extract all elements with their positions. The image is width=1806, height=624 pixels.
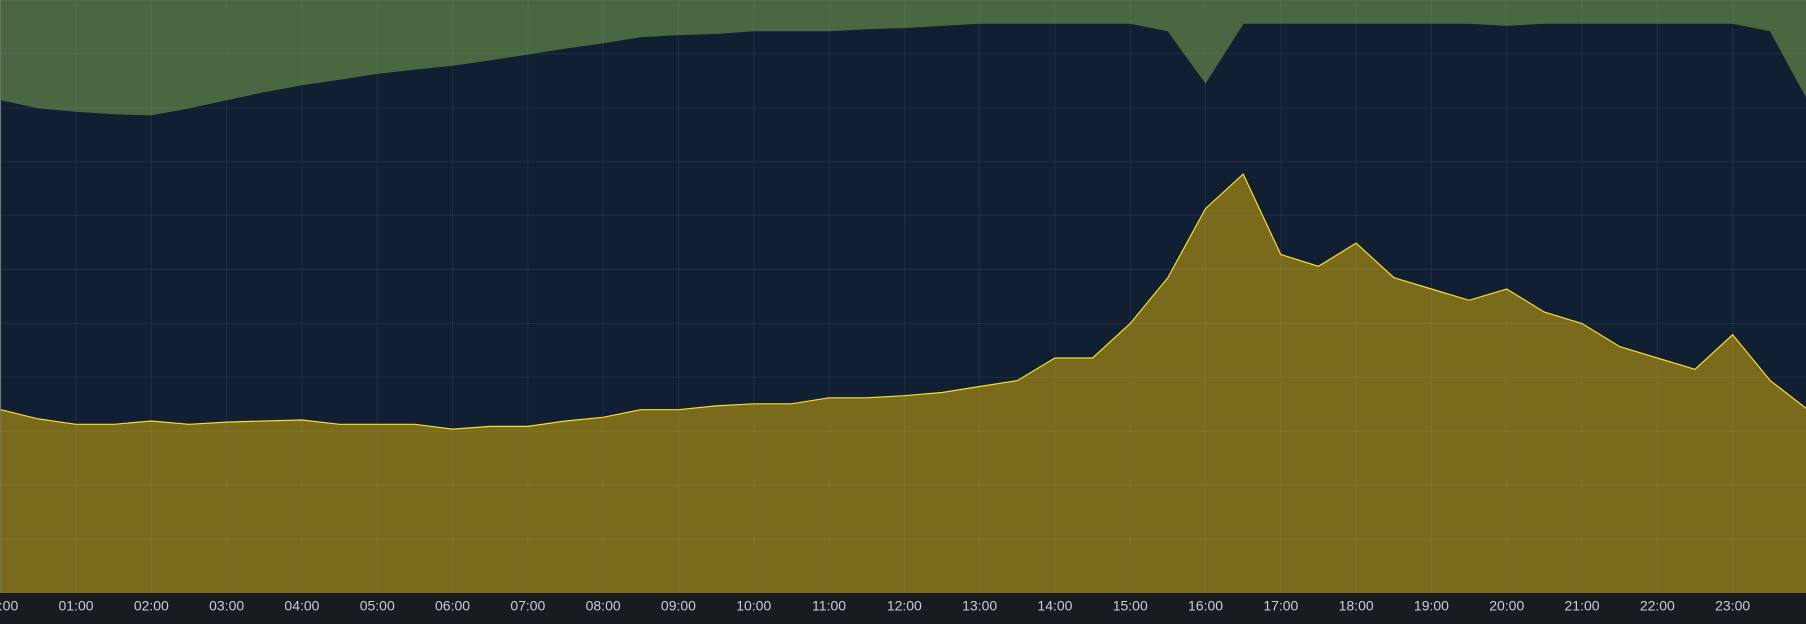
x-tick-label: 18:00 [1339, 598, 1374, 614]
x-tick-label: 10:00 [736, 598, 771, 614]
x-tick-label: 09:00 [661, 598, 696, 614]
area-fill [0, 174, 1806, 593]
area-line [0, 22, 1806, 116]
area-fill [0, 0, 1806, 115]
x-tick-label: 05:00 [360, 598, 395, 614]
x-tick-label: 00:00 [0, 598, 18, 614]
x-tick-label: 20:00 [1489, 598, 1524, 614]
x-tick-label: 22:00 [1640, 598, 1675, 614]
x-tick-label: 15:00 [1113, 598, 1148, 614]
x-tick-label: 01:00 [59, 598, 94, 614]
x-tick-label: 11:00 [812, 598, 846, 614]
x-tick-label: 06:00 [435, 598, 470, 614]
x-tick-label: 19:00 [1414, 598, 1449, 614]
x-tick-label: 02:00 [134, 598, 169, 614]
x-tick-label: 14:00 [1037, 598, 1072, 614]
x-tick-label: 12:00 [887, 598, 922, 614]
x-tick-label: 08:00 [586, 598, 621, 614]
x-tick-label: 03:00 [209, 598, 244, 614]
area-line [0, 173, 1806, 430]
x-tick-label: 07:00 [510, 598, 545, 614]
x-tick-label: 23:00 [1715, 598, 1750, 614]
x-tick-label: 04:00 [284, 598, 319, 614]
x-tick-label: 17:00 [1263, 598, 1298, 614]
x-tick-label: 16:00 [1188, 598, 1223, 614]
x-tick-label: 21:00 [1565, 598, 1600, 614]
x-tick-label: 13:00 [962, 598, 997, 614]
